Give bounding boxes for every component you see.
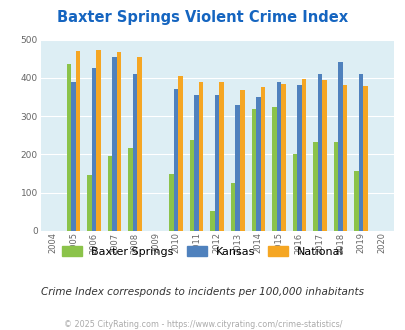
Bar (96, 50, 100, 231)
Text: Crime Index corresponds to incidents per 100,000 inhabitants: Crime Index corresponds to incidents per… (41, 287, 364, 297)
Bar (256, 97, 260, 231)
Bar (219, 82, 224, 231)
Bar (210, 211, 214, 231)
Bar (333, 142, 337, 231)
Bar (301, 79, 305, 231)
Bar (239, 90, 244, 231)
Bar (362, 86, 367, 231)
Bar (198, 82, 203, 231)
Bar (260, 87, 264, 231)
Bar (128, 148, 132, 231)
Bar (342, 85, 346, 231)
Bar (214, 95, 219, 231)
Bar (137, 57, 141, 231)
Bar (173, 89, 178, 231)
Bar (271, 107, 276, 231)
Bar (112, 57, 117, 231)
Text: Baxter Springs Violent Crime Index: Baxter Springs Violent Crime Index (57, 10, 348, 25)
Text: © 2025 CityRating.com - https://www.cityrating.com/crime-statistics/: © 2025 CityRating.com - https://www.city… (64, 320, 341, 329)
Bar (169, 174, 173, 231)
Bar (132, 74, 137, 231)
Bar (358, 74, 362, 231)
Bar (87, 175, 92, 231)
Bar (107, 155, 112, 231)
Bar (337, 62, 342, 231)
Bar (71, 82, 75, 231)
Bar (353, 171, 358, 231)
Bar (117, 52, 121, 231)
Legend: Baxter Springs, Kansas, National: Baxter Springs, Kansas, National (62, 247, 343, 257)
Bar (178, 76, 183, 231)
Bar (230, 183, 235, 231)
Bar (251, 109, 256, 231)
Bar (312, 142, 317, 231)
Bar (194, 95, 198, 231)
Bar (190, 140, 194, 231)
Bar (276, 82, 280, 231)
Bar (66, 64, 71, 231)
Bar (280, 84, 285, 231)
Bar (317, 74, 321, 231)
Bar (235, 105, 239, 231)
Bar (75, 51, 80, 231)
Bar (292, 154, 296, 231)
Bar (296, 85, 301, 231)
Bar (92, 68, 96, 231)
Bar (321, 80, 326, 231)
